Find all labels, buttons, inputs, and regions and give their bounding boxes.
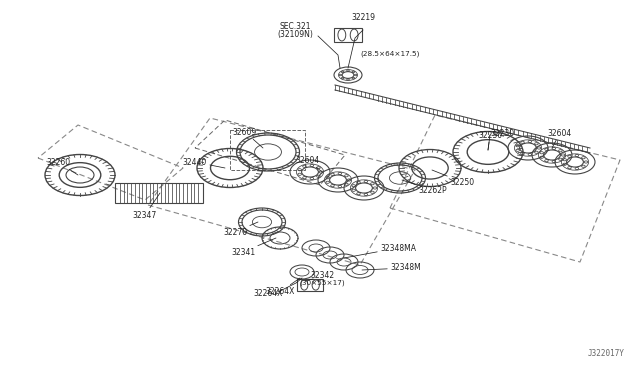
Text: 32230: 32230 xyxy=(490,128,514,138)
Text: 32264X: 32264X xyxy=(266,278,300,296)
Text: 32348M: 32348M xyxy=(362,263,420,273)
Text: 32604: 32604 xyxy=(296,155,322,172)
Bar xyxy=(334,28,362,42)
Text: 32341: 32341 xyxy=(231,238,276,257)
Bar xyxy=(115,183,203,203)
Text: (30×55×17): (30×55×17) xyxy=(299,280,345,286)
Text: 32230: 32230 xyxy=(478,131,502,150)
Text: 32250: 32250 xyxy=(432,170,474,186)
Bar xyxy=(230,130,305,170)
Text: (28.5×64×17.5): (28.5×64×17.5) xyxy=(360,51,419,57)
Text: 32342: 32342 xyxy=(310,270,334,279)
Text: 32347: 32347 xyxy=(133,193,160,219)
Text: J322017Y: J322017Y xyxy=(588,349,625,358)
Text: 32440: 32440 xyxy=(183,157,225,168)
Bar xyxy=(297,279,323,291)
Text: 32604: 32604 xyxy=(548,128,572,148)
Text: 32262P: 32262P xyxy=(402,180,447,195)
Text: 32260: 32260 xyxy=(46,157,78,175)
Text: 32609: 32609 xyxy=(233,128,263,148)
Text: 32270: 32270 xyxy=(223,222,258,237)
Text: (32109N): (32109N) xyxy=(277,29,313,38)
Text: SEC.321: SEC.321 xyxy=(279,22,311,31)
Text: 32264X: 32264X xyxy=(253,289,283,298)
Text: 32348MA: 32348MA xyxy=(344,244,416,258)
Text: 32219: 32219 xyxy=(351,13,375,22)
